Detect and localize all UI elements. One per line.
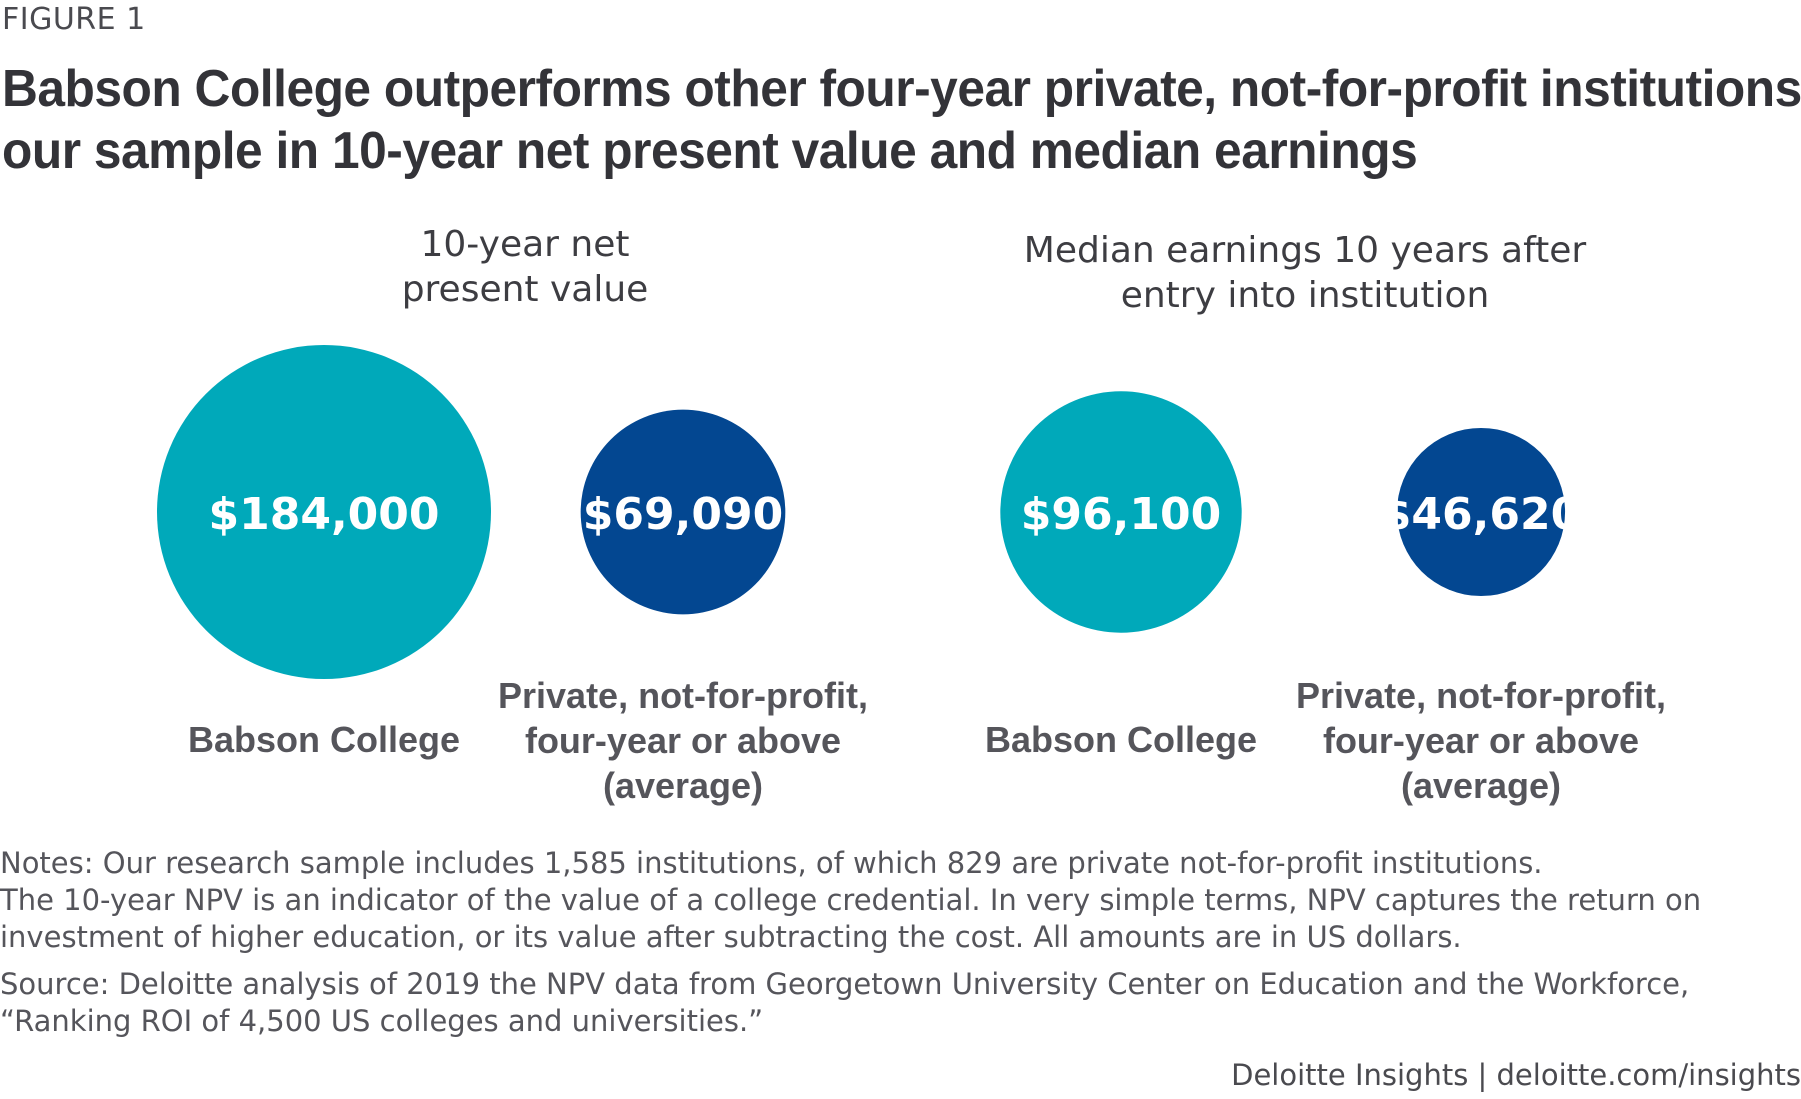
notes: Notes: Our research sample includes 1,58… [0,845,1790,1040]
earnings-average-category-label: Private, not-for-profit, [1296,675,1666,716]
chart-title: Babson College outperforms other four-ye… [2,58,1801,182]
figure-label: FIGURE 1 [2,2,146,37]
earnings-babson-bubble [1000,391,1242,633]
earnings-babson-category-label: Babson College [985,719,1257,760]
npv-panel-title-line-1: 10-year net [420,224,630,265]
earnings-average-bubble [1396,427,1566,597]
npv-babson-bubble [157,345,491,679]
earnings-panel-title-line-2: entry into institution [1120,275,1490,316]
npv-average-value-label: $69,090 [583,489,783,540]
chart-title-line-2: our sample in 10-year net present value … [2,122,1418,180]
notes-line-2: The 10-year NPV is an indicator of the v… [0,883,1702,917]
earnings-average-value-label: $46,620 [1381,489,1581,540]
npv-average-bubble [580,409,786,615]
npv-babson-value-label: $184,000 [208,489,439,540]
earnings-panel-title: Median earnings 10 years after entry int… [1005,228,1605,318]
npv-average-category-label: Private, not-for-profit, [498,675,868,716]
notes-line-1: Notes: Our research sample includes 1,58… [0,846,1543,880]
npv-babson-category-label: Babson College [188,719,460,760]
source-line-2: “Ranking ROI of 4,500 US colleges and un… [0,1004,764,1038]
npv-panel-title: 10-year net present value [355,222,695,312]
earnings-babson-value-label: $96,100 [1021,489,1221,540]
earnings-panel-title-line-1: Median earnings 10 years after [1023,230,1587,271]
npv-average-category-label: four-year or above [525,720,841,761]
npv-average-category-label: (average) [603,765,763,806]
chart-title-line-1: Babson College outperforms other four-ye… [2,60,1801,118]
footer-credit: Deloitte Insights | deloitte.com/insight… [1231,1058,1801,1092]
earnings-average-category-label: four-year or above [1323,720,1639,761]
bubble-chart: $184,000 Babson College $69,090 Private, no… [157,345,1666,806]
notes-line-3: investment of higher education, or its v… [0,920,1462,954]
source-line-1: Source: Deloitte analysis of 2019 the NP… [0,967,1690,1001]
earnings-average-category-label: (average) [1401,765,1561,806]
npv-panel-title-line-2: present value [401,269,649,310]
